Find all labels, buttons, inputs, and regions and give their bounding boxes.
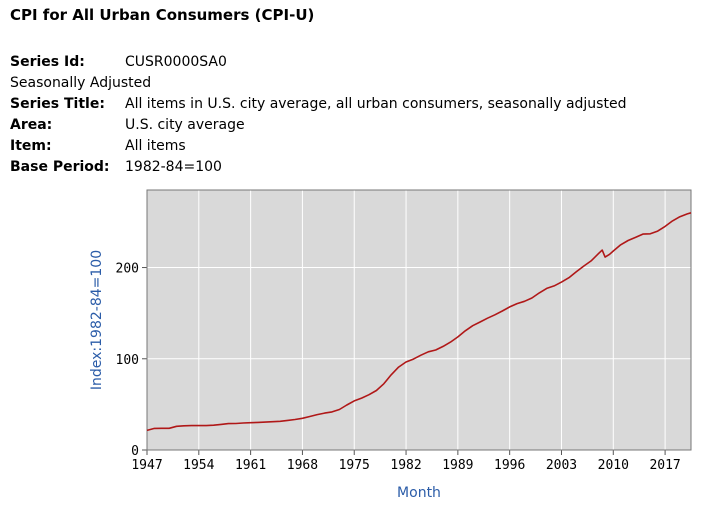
x-tick-label: 1954 [183, 458, 214, 473]
x-tick-label: 2010 [598, 458, 629, 473]
area-row: Area: U.S. city average [10, 115, 245, 136]
series-metadata: Series Id: CUSR0000SA0 Seasonally Adjust… [10, 52, 626, 178]
y-tick-label: 100 [116, 353, 139, 368]
base-period-value: 1982-84=100 [125, 159, 222, 175]
base-period-row: Base Period: 1982-84=100 [10, 157, 222, 178]
y-tick-label: 0 [131, 444, 139, 459]
x-tick-label: 1961 [235, 458, 266, 473]
x-tick-label: 1989 [442, 458, 473, 473]
area-label: Area: [10, 117, 53, 133]
x-tick-label: 1975 [339, 458, 370, 473]
x-tick-label: 1996 [494, 458, 525, 473]
item-value: All items [125, 138, 186, 154]
seasonal-adjustment-text: Seasonally Adjusted [10, 75, 152, 91]
item-row: Item: All items [10, 136, 186, 157]
series-title-label: Series Title: [10, 96, 105, 112]
page-title: CPI for All Urban Consumers (CPI-U) [10, 6, 315, 24]
item-label: Item: [10, 138, 52, 154]
series-title-row: Series Title: All items in U.S. city ave… [10, 94, 626, 115]
seasonal-adjustment-row: Seasonally Adjusted [10, 73, 151, 94]
x-tick-label: 2003 [546, 458, 577, 473]
series-id-row: Series Id: CUSR0000SA0 [10, 52, 227, 73]
x-tick-label: 1982 [390, 458, 421, 473]
y-tick-label: 200 [116, 262, 139, 277]
x-tick-label: 1968 [287, 458, 318, 473]
base-period-label: Base Period: [10, 159, 110, 175]
x-tick-label: 2017 [649, 458, 680, 473]
x-tick-label: 1947 [131, 458, 162, 473]
series-line-cpi [146, 212, 692, 432]
series-title-value: All items in U.S. city average, all urba… [125, 96, 627, 112]
series-id-value: CUSR0000SA0 [125, 54, 227, 70]
y-axis-title: Index:1982-84=100 [89, 250, 105, 390]
series-id-label: Series Id: [10, 54, 85, 70]
x-axis-title: Month [397, 485, 441, 501]
plot-area [147, 190, 691, 450]
plot-border [146, 189, 692, 451]
area-value: U.S. city average [125, 117, 245, 133]
